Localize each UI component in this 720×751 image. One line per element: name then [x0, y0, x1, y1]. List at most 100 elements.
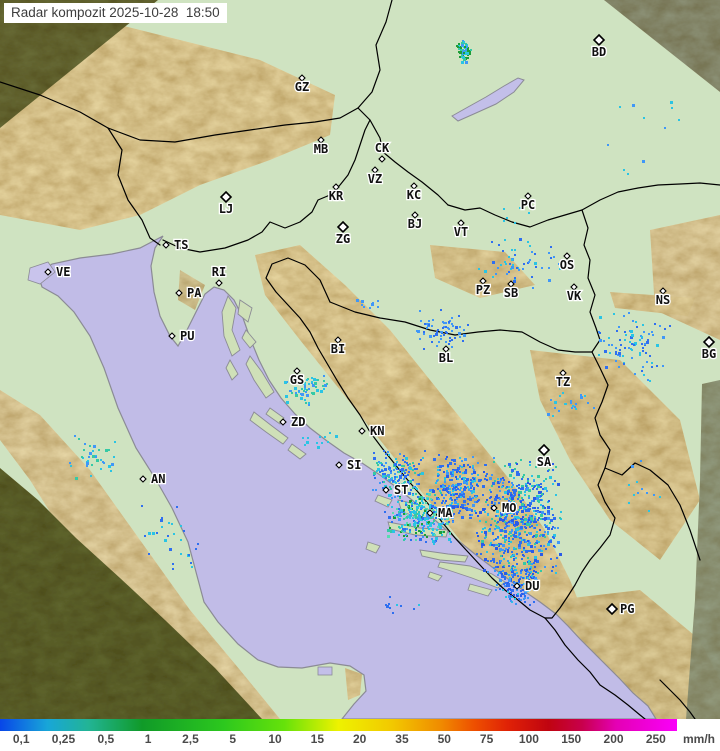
radar-echo-pixel [664, 328, 666, 330]
radar-echo-pixel [642, 324, 644, 326]
radar-echo-pixel [415, 500, 417, 502]
radar-echo-pixel [540, 495, 542, 497]
radar-echo-pixel [520, 537, 522, 539]
radar-echo-pixel [669, 325, 671, 327]
radar-echo-pixel [171, 523, 173, 525]
radar-echo-pixel [534, 566, 536, 568]
radar-echo-pixel [487, 560, 489, 562]
radar-echo-pixel [452, 506, 455, 509]
radar-echo-pixel [290, 390, 292, 392]
radar-echo-pixel [148, 532, 151, 535]
radar-echo-pixel [540, 491, 542, 493]
radar-echo-pixel [541, 267, 543, 269]
radar-echo-pixel [516, 524, 518, 526]
radar-echo-pixel [499, 579, 502, 582]
radar-echo-pixel [533, 510, 535, 512]
radar-echo-pixel [530, 517, 533, 520]
station-label-AN: AN [151, 472, 165, 486]
radar-echo-pixel [499, 481, 501, 483]
radar-echo-pixel [451, 323, 453, 325]
radar-echo-pixel [493, 561, 495, 563]
radar-echo-pixel [448, 485, 450, 487]
radar-echo-pixel [554, 407, 556, 409]
radar-echo-pixel [518, 598, 520, 600]
radar-echo-pixel [467, 49, 469, 51]
radar-echo-pixel [462, 340, 464, 342]
radar-echo-pixel [528, 562, 531, 565]
radar-echo-pixel [494, 570, 496, 572]
radar-echo-pixel [504, 498, 506, 500]
radar-echo-pixel [634, 342, 637, 345]
radar-echo-pixel [324, 436, 326, 438]
radar-echo-pixel [81, 456, 83, 458]
radar-echo-pixel [649, 355, 651, 357]
radar-echo-pixel [511, 486, 513, 488]
radar-echo-pixel [398, 479, 400, 481]
radar-echo-pixel [520, 572, 522, 574]
radar-echo-pixel [302, 437, 304, 439]
radar-echo-pixel [375, 489, 377, 491]
radar-echo-pixel [439, 515, 441, 517]
radar-echo-pixel [495, 515, 497, 517]
radar-echo-pixel [613, 313, 615, 315]
radar-echo-pixel [315, 386, 317, 388]
radar-echo-pixel [389, 607, 391, 609]
radar-echo-pixel [485, 536, 487, 538]
station-label-TS: TS [174, 238, 188, 252]
radar-echo-pixel [307, 437, 309, 439]
radar-echo-pixel [409, 463, 411, 465]
radar-echo-pixel [486, 499, 488, 501]
radar-echo-pixel [554, 401, 557, 404]
scale-label: 0,25 [51, 732, 76, 746]
radar-echo-pixel [305, 402, 307, 404]
radar-echo-pixel [308, 402, 310, 404]
radar-echo-pixel [524, 491, 526, 493]
radar-echo-pixel [516, 513, 518, 515]
radar-echo-pixel [518, 496, 520, 498]
radar-echo-pixel [624, 347, 626, 349]
radar-echo-pixel [555, 572, 557, 574]
radar-echo-pixel [653, 494, 655, 496]
radar-echo-pixel [412, 479, 414, 481]
radar-echo-pixel [513, 573, 516, 576]
radar-echo-pixel [455, 484, 457, 486]
radar-echo-pixel [535, 521, 537, 523]
radar-echo-pixel [487, 504, 489, 506]
radar-echo-pixel [516, 563, 518, 565]
radar-echo-pixel [433, 520, 435, 522]
radar-echo-pixel [291, 392, 293, 394]
station-marker-PG [605, 602, 619, 616]
radar-echo-pixel [486, 473, 488, 475]
radar-echo-pixel [452, 470, 454, 472]
radar-echo-pixel [470, 49, 472, 51]
radar-echo-pixel [491, 505, 493, 507]
radar-echo-pixel [559, 553, 562, 556]
radar-echo-pixel [540, 514, 543, 517]
radar-echo-pixel [504, 513, 506, 515]
radar-echo-pixel [554, 527, 556, 529]
radar-echo-pixel [575, 403, 577, 405]
radar-echo-pixel [401, 465, 403, 467]
radar-echo-pixel [430, 517, 432, 519]
radar-echo-pixel [405, 502, 407, 504]
radar-echo-pixel [536, 488, 538, 490]
radar-echo-pixel [480, 553, 482, 555]
radar-echo-pixel [387, 535, 390, 538]
radar-echo-pixel [521, 551, 523, 553]
radar-echo-pixel [435, 511, 437, 513]
radar-echo-pixel [442, 522, 444, 524]
radar-echo-pixel [156, 532, 158, 534]
radar-echo-pixel [304, 383, 306, 385]
radar-echo-pixel [450, 472, 453, 475]
radar-echo-pixel [533, 497, 536, 500]
radar-echo-pixel [465, 507, 468, 510]
radar-echo-pixel [524, 494, 526, 496]
radar-echo-pixel [605, 366, 608, 369]
radar-echo-pixel [508, 562, 510, 564]
radar-echo-pixel [511, 589, 514, 592]
radar-echo-pixel [387, 474, 390, 477]
radar-echo-pixel [630, 336, 633, 339]
station-label-BD: BD [592, 45, 606, 59]
radar-echo-pixel [445, 514, 447, 516]
radar-echo-pixel [301, 393, 304, 396]
